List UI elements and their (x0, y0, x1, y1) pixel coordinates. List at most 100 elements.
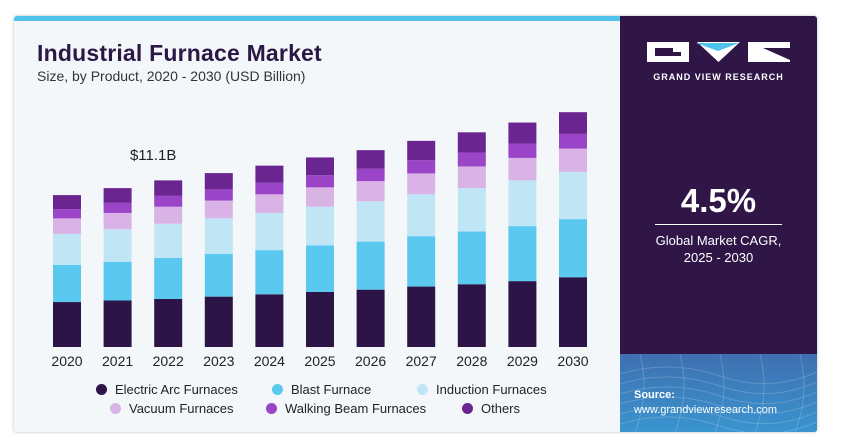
x-tick-label: 2028 (456, 353, 487, 369)
legend-item-walking-beam-furnaces: Walking Beam Furnaces (266, 401, 426, 416)
brand-name: GRAND VIEW RESEARCH (653, 72, 784, 82)
bar-2024-electric-arc-furnaces (255, 294, 284, 347)
bar-2030-vacuum-furnaces (559, 148, 587, 172)
bar-2030-others (559, 112, 587, 134)
x-tick-label: 2030 (557, 353, 588, 369)
bar-2025-others (306, 157, 334, 176)
bar-2027-induction-furnaces (407, 194, 436, 237)
bar-2023-vacuum-furnaces (204, 200, 233, 219)
legend-swatch-icon (96, 384, 107, 395)
bar-2025-blast-furnace (306, 245, 334, 292)
wave-pattern-icon (620, 354, 817, 432)
bar-2030-electric-arc-furnaces (559, 277, 587, 347)
bar-2025-walking-beam-furnaces (306, 175, 334, 188)
cagr-divider (655, 224, 782, 225)
bar-2030-walking-beam-furnaces (559, 133, 587, 149)
bar-2027-electric-arc-furnaces (407, 286, 436, 347)
legend-label: Vacuum Furnaces (129, 401, 234, 416)
bar-2029-electric-arc-furnaces (508, 281, 537, 347)
bar-2021-walking-beam-furnaces (103, 202, 132, 213)
legend-swatch-icon (272, 384, 283, 395)
bar-2026-blast-furnace (356, 241, 385, 290)
bar-2024-induction-furnaces (255, 212, 284, 251)
source-section: Source: www.grandviewresearch.com (620, 354, 817, 432)
cagr-label-line-1: Global Market CAGR, (655, 233, 782, 248)
x-tick-label: 2027 (406, 353, 437, 369)
bar-2023-electric-arc-furnaces (204, 296, 233, 347)
legend-item-blast-furnace: Blast Furnace (272, 382, 371, 397)
bar-2025-electric-arc-furnaces (306, 291, 334, 347)
bar-2025-vacuum-furnaces (306, 187, 334, 207)
bar-2023-induction-furnaces (204, 218, 233, 254)
bar-2028-vacuum-furnaces (457, 166, 486, 189)
chart-title: Industrial Furnace Market (37, 40, 322, 66)
bar-2022-induction-furnaces (154, 223, 183, 258)
bar-2022-blast-furnace (154, 257, 183, 299)
x-tick-label: 2026 (355, 353, 386, 369)
bar-2027-others (407, 140, 436, 161)
bar-2024-walking-beam-furnaces (255, 182, 284, 195)
x-tick-label: 2029 (507, 353, 538, 369)
cagr-value: 4.5% (680, 182, 757, 219)
stacked-bar-chart: 2020 2021 2022 $11.1B 2023 2024 2025 2026 2027 20… (51, 112, 589, 369)
bar-annotation: $11.1B (130, 147, 176, 164)
legend-item-electric-arc-furnaces: Electric Arc Furnaces (96, 382, 238, 397)
legend-item-others: Others (462, 401, 520, 416)
bar-2021-others (103, 188, 132, 203)
bar-2020-vacuum-furnaces (53, 218, 81, 234)
bar-2020-electric-arc-furnaces (53, 302, 81, 347)
x-tick-label: 2024 (254, 353, 285, 369)
bar-2026-vacuum-furnaces (356, 181, 385, 202)
cagr-label: Global Market CAGR, 2025 - 2030 (640, 232, 797, 266)
legend-label: Blast Furnace (291, 382, 372, 397)
report-card: Industrial Furnace Market Size, by Produ… (14, 16, 817, 432)
bar-2024-blast-furnace (255, 250, 284, 295)
legend-swatch-icon (417, 384, 428, 395)
chart-subtitle: Size, by Product, 2020 - 2030 (USD Billi… (37, 68, 306, 84)
legend-swatch-icon (110, 403, 121, 414)
bar-2028-induction-furnaces (457, 188, 486, 232)
bar-2025-induction-furnaces (306, 206, 334, 246)
x-tick-label: 2022 (153, 353, 184, 369)
bar-2024-vacuum-furnaces (255, 194, 284, 213)
legend-item-induction-furnaces: Induction Furnaces (417, 382, 547, 397)
bar-2027-vacuum-furnaces (407, 173, 436, 195)
bar-2021-vacuum-furnaces (103, 212, 132, 230)
bar-2029-others (508, 122, 537, 144)
bar-2028-electric-arc-furnaces (457, 284, 486, 347)
bar-2029-blast-furnace (508, 226, 537, 282)
x-tick-label: 2021 (102, 353, 133, 369)
bar-2028-others (457, 132, 486, 153)
bar-2027-walking-beam-furnaces (407, 160, 436, 174)
bar-2026-electric-arc-furnaces (356, 289, 385, 347)
bar-2020-walking-beam-furnaces (53, 209, 81, 219)
x-tick-label: 2023 (203, 353, 234, 369)
bar-2028-blast-furnace (457, 231, 486, 285)
bar-2020-others (53, 195, 81, 210)
bar-2021-induction-furnaces (103, 229, 132, 262)
bar-2026-walking-beam-furnaces (356, 168, 385, 182)
legend-label: Induction Furnaces (436, 382, 547, 397)
bar-2022-walking-beam-furnaces (154, 195, 183, 207)
legend-swatch-icon (462, 403, 473, 414)
bar-2026-others (356, 150, 385, 169)
source-link[interactable]: www.grandviewresearch.com (634, 404, 778, 416)
bar-2020-induction-furnaces (53, 233, 81, 265)
legend-label: Electric Arc Furnaces (115, 382, 238, 397)
accent-bar (14, 16, 620, 21)
bar-2024-others (255, 165, 284, 183)
bar-2029-induction-furnaces (508, 180, 537, 227)
source-label: Source: (634, 389, 675, 401)
bar-2023-others (204, 173, 233, 190)
x-tick-label: 2025 (304, 353, 335, 369)
bar-2026-induction-furnaces (356, 201, 385, 242)
bar-2021-blast-furnace (103, 261, 132, 301)
bar-2027-blast-furnace (407, 236, 436, 287)
bar-2022-vacuum-furnaces (154, 206, 183, 224)
cagr-label-line-2: 2025 - 2030 (683, 250, 754, 265)
bar-2020-blast-furnace (53, 264, 81, 303)
legend-label: Walking Beam Furnaces (285, 401, 427, 416)
bar-2021-electric-arc-furnaces (103, 300, 132, 347)
bar-2023-blast-furnace (204, 254, 233, 297)
side-panel: GRAND VIEW RESEARCH 4.5% Global Market C… (620, 16, 817, 432)
